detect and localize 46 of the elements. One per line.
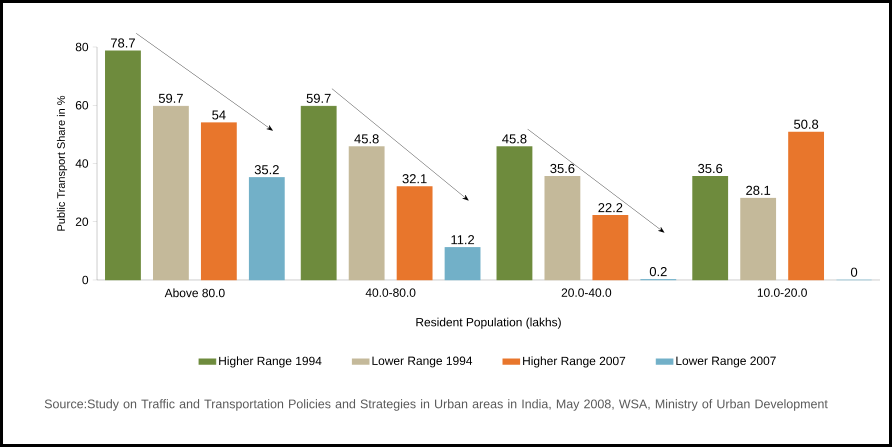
data-label: 45.8: [354, 134, 379, 144]
x-tick-label: 40.0-80.0: [366, 288, 416, 297]
bar: [788, 132, 824, 280]
y-axis-title: Public Transport Share in %: [56, 96, 68, 231]
bar: [544, 176, 580, 280]
data-label: 0: [850, 268, 858, 277]
legend-label: Lower Range 2007: [676, 356, 776, 368]
x-axis-title: Resident Population (lakhs): [416, 318, 561, 329]
data-label: 22.2: [598, 203, 622, 212]
legend-label: Higher Range 1994: [219, 356, 322, 368]
bar: [105, 50, 141, 280]
bar: [200, 122, 237, 280]
data-label: 59.7: [306, 94, 331, 103]
data-label: 35.6: [550, 164, 574, 174]
x-tick-label: 20.0-40.0: [562, 288, 612, 297]
y-tick-label: 20: [76, 218, 88, 226]
bar: [348, 146, 385, 280]
y-tick-label: 0: [82, 276, 88, 284]
bar: [692, 176, 728, 280]
data-label: 0.2: [650, 267, 667, 276]
data-label: 28.1: [746, 186, 770, 195]
data-label: 45.8: [502, 134, 526, 144]
bar: [248, 177, 285, 280]
data-label: 50.8: [794, 120, 818, 129]
x-tick-label: Above 80.0: [164, 288, 225, 298]
data-label: 32.1: [402, 174, 427, 184]
bar: [152, 106, 189, 280]
data-label: 35.6: [698, 164, 722, 174]
y-tick-label: 60: [76, 101, 88, 110]
data-label: 11.2: [451, 235, 474, 244]
data-label: 35.2: [254, 165, 279, 174]
bar: [592, 215, 628, 280]
bar: [740, 198, 776, 280]
legend-label: Lower Range 1994: [372, 356, 472, 368]
data-label: 59.7: [158, 94, 183, 103]
x-tick-label: 10.0-20.0: [758, 288, 807, 297]
y-tick-label: 80: [76, 42, 88, 52]
bar: [496, 146, 532, 280]
bar: [396, 186, 433, 280]
data-label: 78.7: [111, 38, 135, 48]
bar: [300, 106, 337, 280]
data-label: 54: [212, 110, 226, 120]
bar: [444, 247, 480, 280]
legend-label: Higher Range 2007: [523, 356, 626, 368]
y-tick-label: 40: [76, 159, 88, 168]
source-note: Source:Study on Traffic and Transportation Policies and Strategies in Urban areas in India, May 2008, WSA, Ministry of Urban Development: [44, 399, 828, 411]
